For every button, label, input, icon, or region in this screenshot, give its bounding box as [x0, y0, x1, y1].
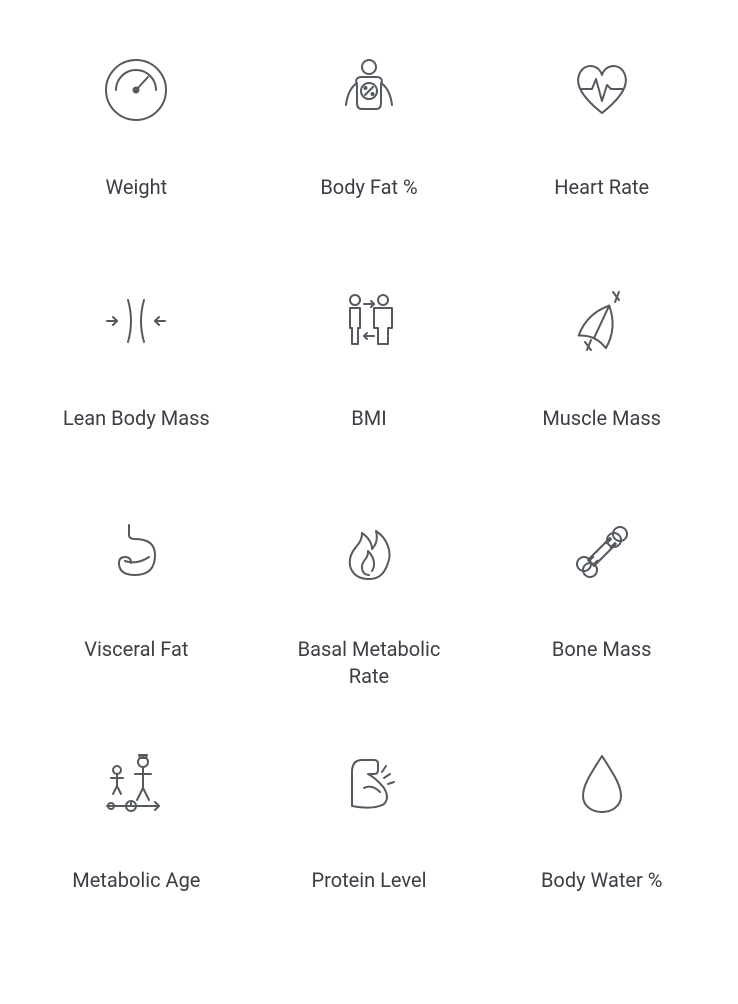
metric-label: Metabolic Age	[72, 867, 200, 894]
metric-label: Basal Metabolic Rate	[279, 636, 459, 690]
flame-icon	[329, 512, 409, 592]
water-drop-icon	[562, 743, 642, 823]
metric-label: Muscle Mass	[542, 405, 661, 432]
metric-label: Protein Level	[312, 867, 427, 894]
lean-mass-icon	[96, 281, 176, 361]
metric-label: Body Water %	[541, 867, 662, 894]
metric-label: Visceral Fat	[84, 636, 188, 663]
metrics-grid: Weight Body Fat % Heart Rate	[20, 40, 718, 964]
metric-bmi: BMI	[253, 271, 486, 502]
metric-label: BMI	[351, 405, 386, 432]
bmi-icon	[329, 281, 409, 361]
metric-body-fat: Body Fat %	[253, 40, 486, 271]
metric-bmr: Basal Metabolic Rate	[253, 502, 486, 733]
metric-protein-level: Protein Level	[253, 733, 486, 964]
muscle-icon	[562, 281, 642, 361]
metabolic-age-icon	[96, 743, 176, 823]
metric-metabolic-age: Metabolic Age	[20, 733, 253, 964]
metric-label: Heart Rate	[554, 174, 649, 201]
metric-label: Weight	[105, 174, 167, 201]
metric-weight: Weight	[20, 40, 253, 271]
stomach-icon	[96, 512, 176, 592]
body-fat-icon	[329, 50, 409, 130]
metric-label: Body Fat %	[320, 174, 417, 201]
metric-body-water: Body Water %	[485, 733, 718, 964]
heart-rate-icon	[562, 50, 642, 130]
metric-bone-mass: Bone Mass	[485, 502, 718, 733]
metric-visceral-fat: Visceral Fat	[20, 502, 253, 733]
metric-label: Lean Body Mass	[63, 405, 210, 432]
metric-lean-body-mass: Lean Body Mass	[20, 271, 253, 502]
protein-arm-icon	[329, 743, 409, 823]
bone-icon	[562, 512, 642, 592]
metric-label: Bone Mass	[552, 636, 651, 663]
metric-muscle-mass: Muscle Mass	[485, 271, 718, 502]
scale-gauge-icon	[96, 50, 176, 130]
metric-heart-rate: Heart Rate	[485, 40, 718, 271]
